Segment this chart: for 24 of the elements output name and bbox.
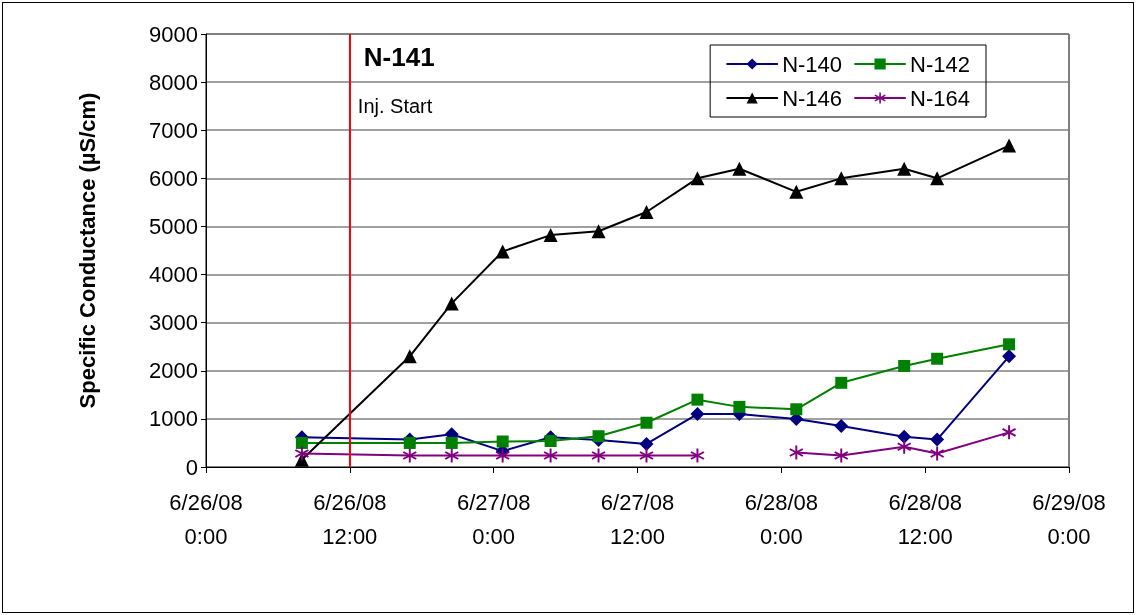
- y-axis-title: Specific Conductance (µS/cm): [74, 92, 100, 409]
- y-tick-label: 6000: [149, 165, 198, 191]
- x-tick-label: 6/26/08 0:00: [169, 489, 243, 549]
- y-tick-label: 8000: [149, 69, 198, 95]
- x-tick-label: 6/29/08 0:00: [1032, 489, 1106, 549]
- y-tick-label: 5000: [149, 213, 198, 239]
- y-tick-label: 7000: [149, 117, 198, 143]
- y-tick-label: 4000: [149, 262, 198, 288]
- annotation: N-141: [363, 42, 435, 72]
- legend-label: N-164: [910, 85, 970, 111]
- legend-label: N-140: [782, 51, 843, 77]
- y-tick-label: 3000: [149, 310, 198, 336]
- legend-label: N-142: [910, 51, 970, 77]
- x-tick-label: 6/28/08 0:00: [744, 489, 819, 549]
- y-tick-label: 9000: [149, 21, 198, 47]
- ref-line-label: Inj. Start: [357, 95, 433, 117]
- x-tick-label: 6/27/08 0:00: [456, 489, 531, 549]
- x-tick-label: 6/27/08 12:00: [600, 489, 675, 549]
- legend-label: N-146: [782, 85, 843, 111]
- y-tick-label: 0: [185, 454, 198, 480]
- x-tick-label: 6/28/08 12:00: [888, 489, 962, 549]
- y-tick-label: 2000: [149, 358, 198, 384]
- x-tick-label: 6/26/08 12:00: [313, 489, 387, 549]
- y-tick-label: 1000: [149, 406, 198, 432]
